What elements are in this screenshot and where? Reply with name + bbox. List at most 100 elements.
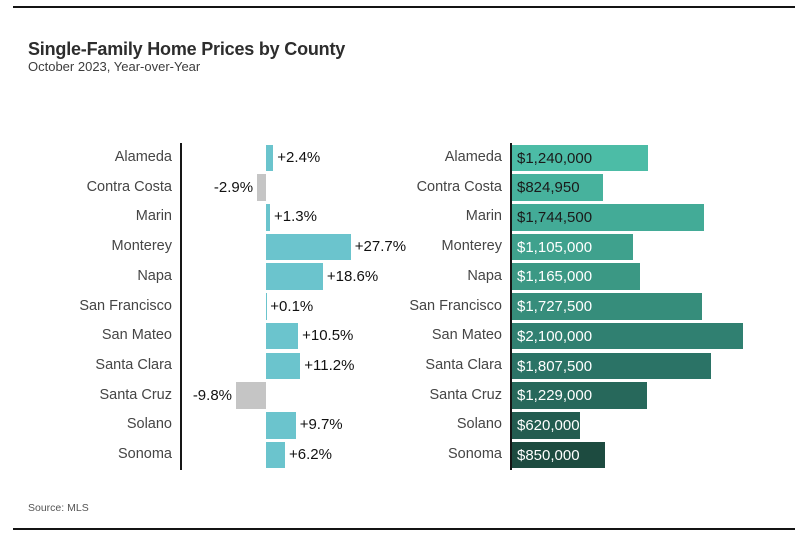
pct-bar (266, 441, 285, 469)
pct-bar (257, 174, 266, 201)
chart-row: Contra Costa -2.9% (28, 172, 472, 203)
chart-row: Solano +9.7% (28, 410, 472, 441)
yoy-change-chart: Alameda +2.4% Contra Costa -2.9% Marin +1.3% M… (28, 143, 472, 470)
plot-area: $850,000 (510, 440, 799, 470)
pct-value-label: +27.7% (354, 238, 407, 256)
chart-row: San Mateo $2,100,000 (360, 321, 799, 352)
chart-row: Alameda $1,240,000 (360, 143, 799, 173)
chart-row: Alameda +2.4% (28, 143, 472, 173)
chart-row: Monterey +27.7% (28, 232, 472, 262)
price-value-label: $1,727,500 (517, 298, 593, 316)
price-bar: $1,105,000 (512, 233, 634, 261)
plot-area: $2,100,000 (510, 321, 799, 352)
plot-area: +27.7% (180, 232, 472, 262)
pct-bar (266, 204, 270, 231)
pct-value-label: -2.9% (213, 178, 254, 196)
price-value-label: $1,229,000 (517, 387, 593, 405)
price-value-label: $1,165,000 (517, 268, 593, 286)
price-bar: $1,744,500 (512, 204, 704, 231)
county-label: Santa Clara (425, 357, 502, 374)
price-bar: $2,100,000 (512, 322, 743, 350)
pct-value-label: +2.4% (277, 149, 321, 166)
county-label: San Mateo (101, 327, 172, 344)
chart-row: Santa Cruz $1,229,000 (360, 380, 799, 411)
plot-area: $1,240,000 (510, 143, 799, 173)
plot-area: +0.1% (180, 291, 472, 322)
county-label: Monterey (111, 238, 172, 255)
price-bar: $620,000 (512, 412, 581, 439)
county-label: Solano (126, 416, 172, 433)
price-value-label: $1,744,500 (517, 209, 593, 227)
pct-value-label: +10.5% (302, 327, 354, 345)
chart-subtitle: October 2023, Year-over-Year (28, 59, 201, 74)
county-label: Monterey (441, 238, 502, 255)
county-label: Santa Cruz (429, 386, 502, 403)
county-label: Alameda (444, 149, 502, 165)
chart-row: Contra Costa $824,950 (360, 172, 799, 203)
county-label: San Francisco (409, 297, 502, 314)
top-divider (13, 6, 795, 8)
pct-value-label: +18.6% (326, 267, 379, 285)
price-value-label: $1,807,500 (517, 357, 593, 375)
county-label: Contra Costa (86, 178, 172, 195)
county-label: Sonoma (117, 446, 172, 463)
county-label: San Francisco (79, 297, 172, 314)
price-value-label: $850,000 (517, 446, 580, 464)
county-label: Solano (456, 416, 502, 433)
bottom-divider (13, 528, 795, 530)
pct-value-label: +6.2% (289, 446, 332, 464)
county-label: Marin (135, 208, 172, 225)
price-value-label: $620,000 (517, 417, 580, 435)
chart-row: Santa Clara $1,807,500 (360, 351, 799, 381)
pct-value-label: +11.2% (304, 357, 355, 375)
chart-row: San Mateo +10.5% (28, 321, 472, 352)
chart-row: Monterey $1,105,000 (360, 232, 799, 262)
county-label: Santa Clara (95, 357, 172, 374)
chart-row: Marin $1,744,500 (360, 202, 799, 233)
plot-area: $1,105,000 (510, 232, 799, 262)
price-bar: $850,000 (512, 441, 606, 469)
chart-row: Sonoma +6.2% (28, 440, 472, 470)
chart-row: Marin +1.3% (28, 202, 472, 233)
plot-area: +9.7% (180, 410, 472, 441)
plot-area: +2.4% (180, 143, 472, 173)
price-bar: $1,240,000 (512, 144, 649, 172)
chart-row: Napa $1,165,000 (360, 261, 799, 292)
plot-area: -9.8% (180, 380, 472, 411)
plot-area: +1.3% (180, 202, 472, 233)
chart-row: San Francisco +0.1% (28, 291, 472, 322)
county-label: Sonoma (447, 446, 502, 463)
price-value-label: $824,950 (517, 179, 580, 197)
price-bar: $824,950 (512, 174, 603, 201)
plot-area: $824,950 (510, 172, 799, 203)
pct-bar (266, 412, 296, 439)
pct-bar (266, 322, 299, 350)
pct-bar (236, 382, 266, 409)
plot-area: $1,807,500 (510, 351, 799, 381)
pct-bar (266, 352, 301, 380)
plot-area: $1,727,500 (510, 291, 799, 322)
chart-row: Santa Cruz -9.8% (28, 380, 472, 411)
source-note: Source: MLS (28, 502, 89, 514)
plot-area: +11.2% (180, 351, 472, 381)
chart-row: Solano $620,000 (360, 410, 799, 441)
county-label: Alameda (114, 149, 172, 165)
price-value-label: $1,105,000 (517, 238, 593, 256)
plot-area: +6.2% (180, 440, 472, 470)
price-bar: $1,165,000 (512, 263, 640, 290)
county-label: San Mateo (431, 327, 502, 344)
chart-row: San Francisco $1,727,500 (360, 291, 799, 322)
county-label: Napa (467, 267, 502, 284)
plot-area: $1,229,000 (510, 380, 799, 411)
pct-bar (266, 263, 323, 290)
pct-bar (266, 144, 274, 172)
county-label: Santa Cruz (99, 386, 172, 403)
county-label: Napa (137, 267, 172, 284)
plot-area: $1,165,000 (510, 261, 799, 292)
price-bar: $1,727,500 (512, 293, 702, 320)
chart-row: Sonoma $850,000 (360, 440, 799, 470)
price-bar: $1,807,500 (512, 352, 711, 380)
price-value-label: $1,240,000 (517, 149, 593, 167)
price-bar: $1,229,000 (512, 382, 648, 409)
chart-title: Single-Family Home Prices by County (28, 39, 346, 60)
